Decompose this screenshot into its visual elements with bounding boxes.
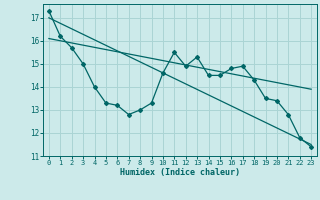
X-axis label: Humidex (Indice chaleur): Humidex (Indice chaleur) [120,168,240,177]
